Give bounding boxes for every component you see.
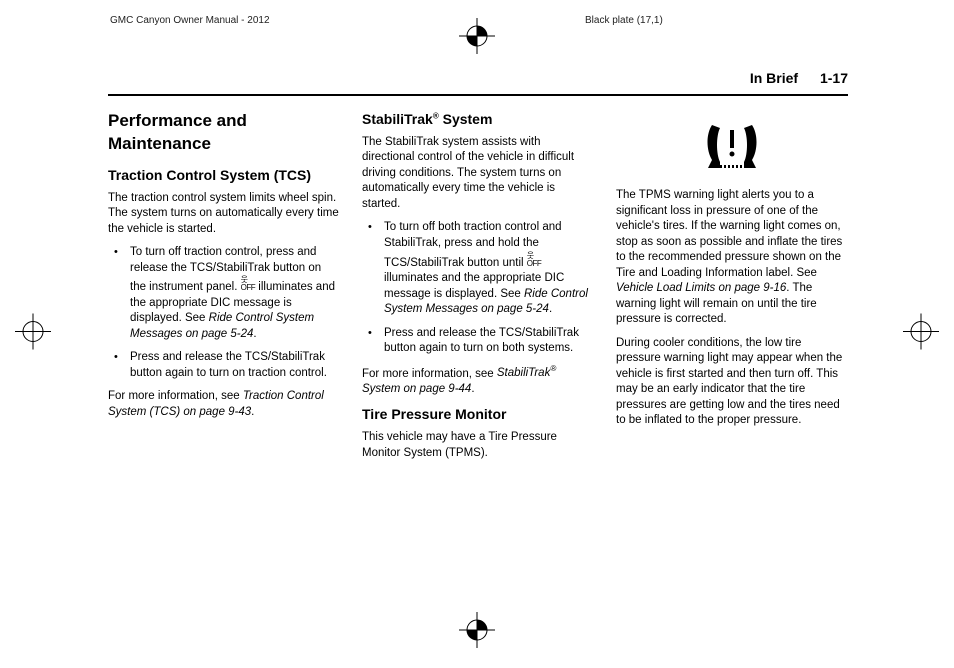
body-text: The TPMS warning light alerts you to a s… [616, 189, 842, 279]
stabilitrak-bullets: To turn off both traction control and St… [362, 220, 594, 356]
tcs-more-info: For more information, see Traction Contr… [108, 389, 340, 420]
tpms-warning-icon [702, 120, 762, 170]
crop-mark-top-icon [459, 18, 495, 59]
bullet-text: Press and release the TCS/StabiliTrak bu… [130, 351, 327, 379]
body-text: For more information, see [108, 390, 243, 402]
column-1: Performance and Maintenance Traction Con… [108, 110, 340, 469]
tpms-body-1: The TPMS warning light alerts you to a s… [616, 188, 848, 328]
list-item: To turn off both traction control and St… [362, 220, 594, 317]
body-text: For more information, see [362, 367, 497, 379]
bullet-text: . [253, 328, 256, 340]
heading-text: StabiliTrak [362, 111, 433, 127]
body-text: . [251, 406, 254, 418]
list-item: To turn off traction control, press and … [108, 245, 340, 342]
tcs-intro: The traction control system limits wheel… [108, 191, 340, 238]
crop-mark-bottom-icon [459, 612, 495, 653]
column-3: The TPMS warning light alerts you to a s… [616, 110, 848, 469]
tpms-body-2: During cooler conditions, the low tire p… [616, 336, 848, 429]
column-2: StabiliTrak® System The StabiliTrak syst… [362, 110, 594, 469]
crop-mark-right-icon [903, 314, 939, 355]
list-item: Press and release the TCS/StabiliTrak bu… [362, 326, 594, 357]
bullet-text: . [549, 303, 552, 315]
doc-title-right: Black plate (17,1) [585, 15, 663, 26]
tpms-intro: This vehicle may have a Tire Pressure Mo… [362, 430, 594, 461]
chapter-header: In Brief 1-17 [108, 70, 848, 96]
doc-title-left: GMC Canyon Owner Manual - 2012 [110, 15, 270, 26]
tcs-off-icon: 웃OFF [527, 252, 542, 268]
cross-ref: Vehicle Load Limits on page 9-16 [616, 282, 786, 294]
section-heading: Performance and Maintenance [108, 110, 340, 156]
content-columns: Performance and Maintenance Traction Con… [108, 110, 848, 469]
bullet-text: Press and release the TCS/StabiliTrak bu… [384, 327, 579, 355]
page-number: 1-17 [820, 70, 848, 86]
tcs-off-icon: 웃OFF [241, 276, 256, 292]
tcs-heading: Traction Control System (TCS) [108, 166, 340, 185]
chapter-title: In Brief [750, 70, 798, 86]
page-frame: In Brief 1-17 Performance and Maintenanc… [108, 70, 848, 469]
stabilitrak-more-info: For more information, see StabiliTrak® S… [362, 365, 594, 398]
stabilitrak-heading: StabiliTrak® System [362, 110, 594, 129]
tcs-bullets: To turn off traction control, press and … [108, 245, 340, 381]
tpms-heading: Tire Pressure Monitor [362, 405, 594, 424]
body-text: . [471, 383, 474, 395]
stabilitrak-intro: The StabiliTrak system assists with dire… [362, 135, 594, 213]
list-item: Press and release the TCS/StabiliTrak bu… [108, 350, 340, 381]
heading-text: System [439, 111, 493, 127]
crop-mark-left-icon [15, 314, 51, 355]
